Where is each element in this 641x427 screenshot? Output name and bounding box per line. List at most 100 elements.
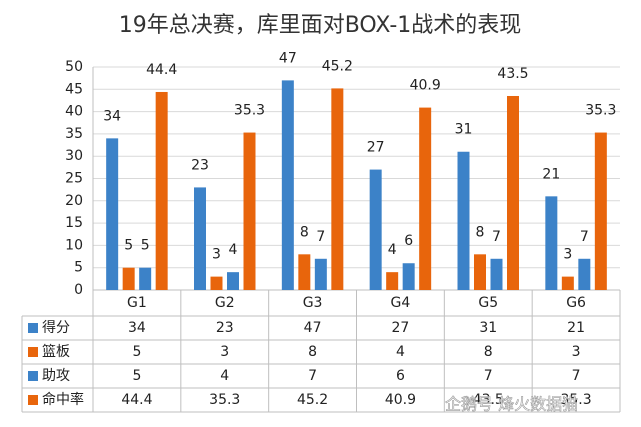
data-label: 7 bbox=[492, 229, 501, 245]
data-label: 7 bbox=[580, 229, 589, 245]
y-tick-label: 10 bbox=[65, 237, 83, 253]
data-label: 5 bbox=[124, 238, 133, 254]
table-cell: 40.9 bbox=[385, 392, 416, 408]
bar bbox=[298, 254, 311, 290]
table-cell: 35.3 bbox=[560, 392, 591, 408]
bar bbox=[227, 272, 239, 290]
bar bbox=[594, 132, 607, 290]
y-tick-label: 35 bbox=[65, 126, 83, 142]
data-label: 34 bbox=[103, 108, 121, 124]
bar bbox=[474, 254, 486, 290]
bar bbox=[402, 263, 415, 290]
data-label: 47 bbox=[279, 50, 297, 66]
data-label: 35.3 bbox=[585, 103, 616, 119]
data-label: 5 bbox=[141, 238, 150, 254]
table-cell: 43.5 bbox=[473, 392, 504, 408]
bar bbox=[507, 95, 519, 291]
bar bbox=[561, 276, 574, 290]
legend-key bbox=[28, 323, 38, 333]
table-cell: 4 bbox=[396, 344, 405, 360]
bar bbox=[419, 107, 432, 290]
x-tick-label: G6 bbox=[566, 295, 586, 311]
table-cell: 8 bbox=[308, 344, 317, 360]
data-label: 8 bbox=[476, 224, 485, 240]
data-label: 6 bbox=[404, 233, 413, 249]
y-tick-label: 20 bbox=[65, 193, 83, 209]
table-cell: 3 bbox=[220, 344, 229, 360]
x-tick-label: G3 bbox=[303, 295, 323, 311]
bar bbox=[457, 151, 470, 290]
data-label: 45.2 bbox=[322, 58, 353, 74]
bar bbox=[106, 138, 119, 290]
y-tick-label: 50 bbox=[65, 59, 83, 75]
table-cell: 45.2 bbox=[297, 392, 328, 408]
bar bbox=[139, 267, 152, 290]
bar bbox=[210, 276, 223, 290]
y-tick-label: 45 bbox=[65, 81, 83, 97]
table-cell: 7 bbox=[308, 368, 317, 384]
y-tick-label: 5 bbox=[74, 260, 83, 276]
table-cell: 44.4 bbox=[121, 392, 152, 408]
data-label: 3 bbox=[212, 247, 221, 263]
y-tick-label: 25 bbox=[65, 171, 83, 187]
chart-title: 19年总决赛，库里面对BOX-1战术的表现 bbox=[119, 13, 522, 38]
data-label: 35.3 bbox=[234, 103, 265, 119]
x-tick-label: G5 bbox=[478, 295, 498, 311]
table-cell: 5 bbox=[132, 368, 141, 384]
data-label: 3 bbox=[563, 247, 572, 263]
y-tick-label: 40 bbox=[65, 104, 83, 120]
watermark: 企鹅号 烽火数据猫 bbox=[445, 395, 578, 414]
x-tick-label: G4 bbox=[391, 295, 411, 311]
data-label: 27 bbox=[367, 140, 385, 156]
data-label: 40.9 bbox=[410, 78, 441, 94]
data-label: 31 bbox=[455, 122, 473, 138]
bar bbox=[545, 196, 558, 290]
data-label: 21 bbox=[542, 166, 560, 182]
table-cell: 8 bbox=[484, 344, 493, 360]
data-label: 44.4 bbox=[146, 62, 177, 78]
table-cell: 31 bbox=[479, 320, 497, 336]
x-tick-label: G2 bbox=[215, 295, 235, 311]
legend-label: 命中率 bbox=[42, 391, 84, 408]
bar bbox=[331, 88, 344, 291]
table-cell: 35.3 bbox=[209, 392, 240, 408]
table-cell: 5 bbox=[132, 344, 141, 360]
data-label: 8 bbox=[300, 224, 309, 240]
table-cell: 7 bbox=[484, 368, 493, 384]
legend-label: 得分 bbox=[42, 319, 70, 336]
bar bbox=[386, 272, 399, 290]
table-cell: 4 bbox=[220, 368, 229, 384]
x-tick-label: G1 bbox=[127, 295, 147, 311]
data-label: 4 bbox=[229, 242, 238, 258]
data-label: 43.5 bbox=[497, 66, 528, 82]
legend-label: 助攻 bbox=[42, 368, 70, 384]
y-tick-label: 30 bbox=[65, 148, 83, 164]
bar bbox=[155, 91, 168, 290]
bar bbox=[490, 258, 503, 290]
bar bbox=[314, 258, 327, 290]
table-cell: 21 bbox=[567, 320, 585, 336]
table-cell: 23 bbox=[216, 320, 234, 336]
legend-key bbox=[28, 371, 38, 381]
table-cell: 7 bbox=[572, 368, 581, 384]
data-label: 23 bbox=[191, 157, 209, 173]
bar bbox=[578, 258, 591, 290]
y-tick-label: 0 bbox=[74, 282, 83, 298]
legend-key bbox=[28, 347, 38, 357]
bar bbox=[281, 80, 294, 290]
table-cell: 3 bbox=[572, 344, 581, 360]
bar bbox=[243, 132, 256, 290]
data-label: 4 bbox=[388, 242, 397, 258]
legend-label: 篮板 bbox=[42, 344, 70, 360]
data-label: 7 bbox=[316, 229, 325, 245]
bar bbox=[122, 267, 135, 290]
y-tick-label: 15 bbox=[65, 215, 83, 231]
bar bbox=[194, 187, 206, 290]
legend-key bbox=[28, 395, 38, 405]
table-cell: 34 bbox=[128, 320, 146, 336]
table-cell: 47 bbox=[304, 320, 322, 336]
table-cell: 27 bbox=[392, 320, 410, 336]
bar bbox=[369, 169, 382, 290]
